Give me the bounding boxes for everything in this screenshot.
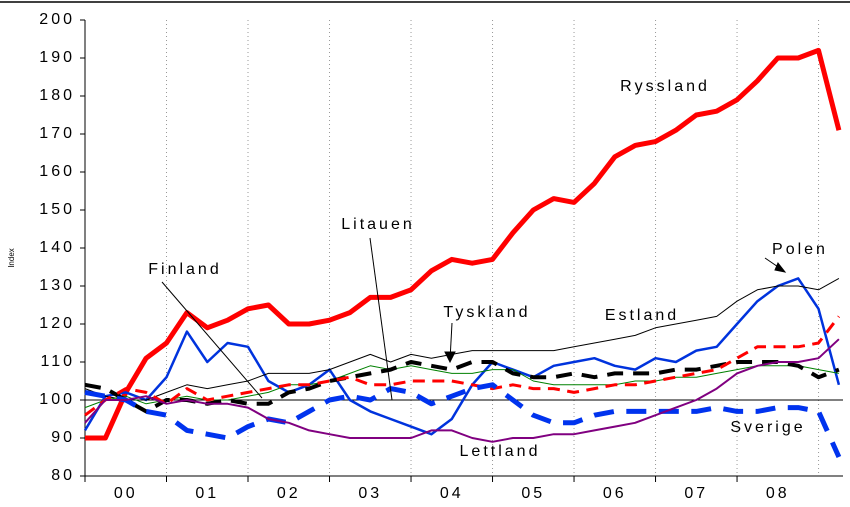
y-tick-label: 100 <box>39 391 75 408</box>
x-tick-label: 03 <box>358 485 382 502</box>
y-tick-label: 130 <box>39 277 75 294</box>
x-tick-label: 08 <box>766 485 790 502</box>
x-tick-label: 01 <box>195 485 219 502</box>
y-tick-label: 120 <box>39 315 75 332</box>
y-tick-label: 160 <box>39 163 75 180</box>
series-label: Finland <box>148 261 221 278</box>
series-label: Estland <box>605 307 679 324</box>
leader-lines <box>161 237 787 401</box>
x-tick-label: 02 <box>277 485 301 502</box>
series-label: Litauen <box>341 216 415 233</box>
y-tick-label: 200 <box>39 11 75 28</box>
arrow-head <box>444 351 456 364</box>
y-tick-label: 180 <box>39 87 75 104</box>
y-axis-label: Index <box>7 248 16 268</box>
y-tick-label: 170 <box>39 125 75 142</box>
y-tick-label: 140 <box>39 239 75 256</box>
series-line <box>84 315 841 417</box>
y-tick-label: 90 <box>51 429 75 446</box>
y-tick-label: 190 <box>39 49 75 66</box>
leader-line <box>369 237 393 401</box>
y-tick-label: 150 <box>39 201 75 218</box>
series-label: Ryssland <box>620 78 710 95</box>
series-line <box>84 338 840 443</box>
plot-area <box>80 19 843 482</box>
series-label: Tyskland <box>443 304 530 321</box>
x-tick-label: 06 <box>603 485 627 502</box>
y-tick-label: 110 <box>40 353 75 370</box>
leader-line <box>161 281 263 399</box>
series-line <box>83 277 841 436</box>
y-tick-label: 80 <box>51 467 75 484</box>
series-line <box>84 382 842 459</box>
series-label: Sverige <box>730 419 805 436</box>
x-tick-label: 04 <box>440 485 464 502</box>
series-label: Lettland <box>460 443 541 460</box>
series-line <box>84 277 840 401</box>
x-tick-label: 00 <box>114 485 138 502</box>
x-tick-label: 05 <box>521 485 545 502</box>
x-tick-label: 07 <box>684 485 708 502</box>
arrow-head <box>774 262 787 273</box>
series-label: Polen <box>772 241 828 258</box>
series-line <box>85 47 842 441</box>
